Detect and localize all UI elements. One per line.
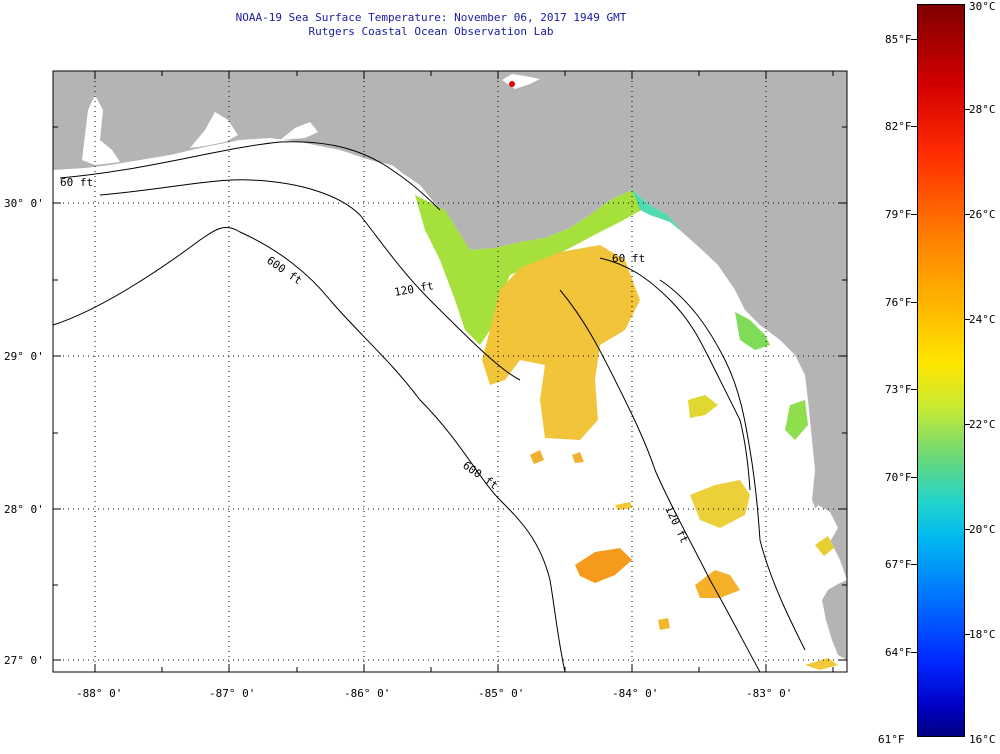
hot-pixel <box>509 81 515 87</box>
sst-patch-small-2 <box>572 452 584 463</box>
bay-tampa <box>808 505 838 545</box>
contour-60ft-north <box>59 141 441 211</box>
colorbar-tick <box>965 214 970 215</box>
colorbar-label-f: 79°F <box>885 208 912 221</box>
lon-label: -88° 0' <box>76 687 122 700</box>
colorbar-label-c: 26°C <box>969 208 996 221</box>
chart-subtitle: Rutgers Coastal Ocean Observation Lab <box>308 25 554 38</box>
color-scale-bar <box>917 4 965 737</box>
colorbar-tick <box>965 634 970 635</box>
lat-label: 29° 0' <box>4 350 44 363</box>
map-frame <box>52 70 848 673</box>
contour-label: 60 ft <box>60 176 93 189</box>
sst-big-bend-green <box>415 190 645 345</box>
colorbar-tick <box>965 319 970 320</box>
contour-60ft-east <box>599 257 751 491</box>
sst-patch-yellow-3 <box>815 536 834 556</box>
colorbar-label-f: 82°F <box>885 120 912 133</box>
lon-label: -83° 0' <box>746 687 792 700</box>
sst-swaths <box>415 190 838 670</box>
sst-patch-yellow-2 <box>690 480 750 528</box>
lat-label: 28° 0' <box>4 503 44 516</box>
colorbar-label-f: 64°F <box>885 646 912 659</box>
colorbar-label-c: 28°C <box>969 103 996 116</box>
graticule <box>53 71 847 672</box>
sst-patch-small-1 <box>530 450 544 464</box>
lat-label: 27° 0' <box>4 654 44 667</box>
colorbar-label-c: 20°C <box>969 523 996 536</box>
contour-120ft-north <box>99 179 521 381</box>
bay-choctaw <box>190 112 238 148</box>
contour-label: 60 ft <box>612 252 645 265</box>
sst-patch-yellow-4 <box>805 658 838 670</box>
land-north-coast <box>53 71 847 580</box>
bay-stjoe <box>280 122 318 140</box>
bay-pensacola <box>82 95 120 165</box>
colorbar-tick <box>965 109 970 110</box>
colorbar-label-f: 70°F <box>885 471 912 484</box>
lon-label: -85° 0' <box>478 687 524 700</box>
colorbar-label-f: 67°F <box>885 558 912 571</box>
bathymetry-contours <box>52 141 806 673</box>
colorbar-label-f: 76°F <box>885 296 912 309</box>
colorbar-tick <box>911 302 917 303</box>
colorbar-label-c: 22°C <box>969 418 996 431</box>
lon-label: -86° 0' <box>344 687 390 700</box>
colorbar-label-c: 30°C <box>969 0 996 13</box>
sst-patch-yellow-1 <box>688 395 718 418</box>
lon-label: -84° 0' <box>612 687 658 700</box>
colorbar-tick <box>965 529 970 530</box>
colorbar-tick <box>965 424 970 425</box>
land-south-coast <box>822 580 847 660</box>
sst-nearshore-cyan <box>632 190 682 232</box>
frame-ticks <box>53 71 847 672</box>
lon-label: -87° 0' <box>209 687 255 700</box>
contour-600ft-north <box>52 227 566 673</box>
sst-coast-green-se <box>785 400 808 440</box>
colorbar-label-c: 24°C <box>969 313 996 326</box>
colorbar-label-f: 73°F <box>885 383 912 396</box>
sst-offshore-orange <box>482 245 640 440</box>
colorbar-tick <box>911 126 917 127</box>
sst-patch-orange-2 <box>695 570 740 598</box>
chart-title: NOAA-19 Sea Surface Temperature: Novembe… <box>235 11 627 24</box>
sst-patch-small-3 <box>615 502 632 510</box>
colorbar-tick <box>911 214 917 215</box>
colorbar-tick <box>911 652 917 653</box>
contour-120ft-east <box>559 289 761 673</box>
lat-label: 30° 0' <box>4 197 44 210</box>
colorbar-tick <box>911 477 917 478</box>
sst-patch-small-4 <box>658 618 670 630</box>
sst-coast-green-east <box>735 312 770 350</box>
colorbar-label-f: 61°F <box>878 733 905 746</box>
sst-patch-orange-1 <box>575 548 632 583</box>
contour-shelf-east <box>659 279 806 651</box>
colorbar-label-f: 85°F <box>885 33 912 46</box>
colorbar-label-c: 18°C <box>969 628 996 641</box>
colorbar-tick <box>911 39 917 40</box>
colorbar-tick <box>911 389 917 390</box>
colorbar-tick <box>911 564 917 565</box>
colorbar-label-c: 16°C <box>969 733 996 746</box>
